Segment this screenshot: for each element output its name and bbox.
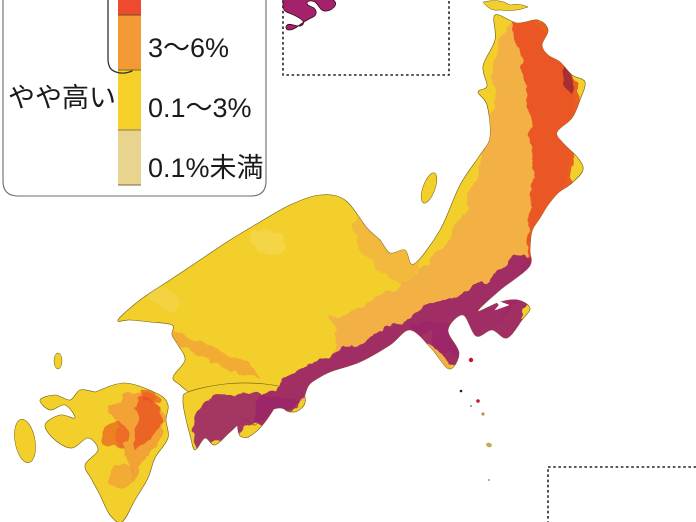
svg-text:0.1～3%: 0.1～3%: [148, 93, 252, 123]
svg-text:0.1%未満: 0.1%未満: [148, 153, 264, 183]
svg-text:3～6%: 3～6%: [148, 33, 229, 63]
svg-text:6～26%: 6～26%: [10, 0, 106, 3]
svg-text:やや高い: やや高い: [8, 83, 116, 113]
